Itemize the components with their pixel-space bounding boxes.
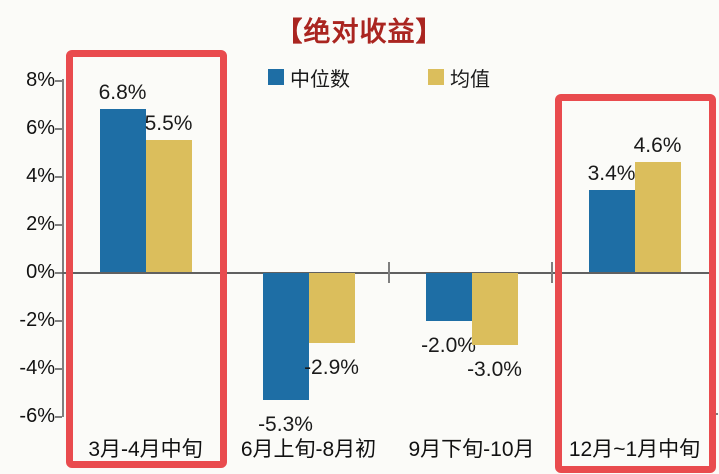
bar-value-label: 3.4% — [587, 162, 636, 186]
category-label: 12月~1月中旬 — [568, 438, 701, 461]
bar-median-cat3 — [425, 273, 472, 321]
y-tick-label: 6% — [26, 117, 55, 139]
highlight-box-cat1 — [65, 50, 227, 468]
bar-median-cat4 — [588, 190, 635, 272]
bar-mean-cat3 — [471, 273, 518, 345]
legend-item-mean: 均值 — [428, 64, 490, 91]
chart-title: 【绝对收益】 — [275, 17, 444, 47]
bar-mean-cat1 — [145, 140, 192, 272]
bar-value-label: -5.3% — [258, 413, 313, 437]
y-tick-label: -4% — [19, 357, 55, 379]
bar-mean-cat4 — [634, 161, 681, 272]
legend-item-median: 中位数 — [268, 64, 350, 91]
y-tick-label: -2% — [19, 309, 55, 331]
y-tick-label: 8% — [26, 69, 55, 91]
bar-median-cat2 — [262, 273, 309, 401]
bar-mean-cat2 — [308, 273, 355, 343]
bar-value-label: 5.5% — [144, 112, 193, 135]
y-tick-label: 4% — [26, 165, 55, 187]
y-tick-mark — [55, 224, 62, 226]
y-axis-line — [62, 79, 64, 417]
y-tick-mark — [55, 416, 62, 418]
y-tick-mark — [55, 368, 62, 370]
bar-value-label: -2.0% — [421, 334, 476, 357]
category-label: 9月下旬-10月 — [408, 438, 535, 461]
bar-median-cat1 — [99, 108, 146, 272]
y-tick-label: 0% — [26, 261, 55, 283]
category-label: 3月-4月中旬 — [88, 438, 203, 461]
bar-value-label: 6.8% — [98, 80, 147, 104]
category-tick-mark — [551, 262, 553, 283]
y-tick-mark — [55, 272, 62, 274]
y-tick-label: -6% — [19, 405, 55, 427]
y-tick-label: 2% — [26, 213, 55, 235]
y-tick-mark — [55, 176, 62, 178]
category-tick-mark — [388, 262, 390, 283]
legend-swatch-icon — [428, 69, 444, 85]
legend-swatch-icon — [268, 69, 284, 85]
y-tick-mark — [55, 128, 62, 130]
bar-value-label: -3.0% — [467, 358, 522, 381]
y-tick-mark — [55, 80, 62, 82]
legend-label: 中位数 — [290, 68, 350, 91]
legend-label: 均值 — [450, 68, 490, 91]
category-label: 6月上旬-8月初 — [240, 438, 377, 461]
highlight-box-cat4 — [554, 94, 716, 473]
bar-value-label: 4.6% — [633, 133, 682, 157]
bar-value-label: -2.9% — [304, 355, 359, 379]
y-tick-mark — [55, 320, 62, 322]
